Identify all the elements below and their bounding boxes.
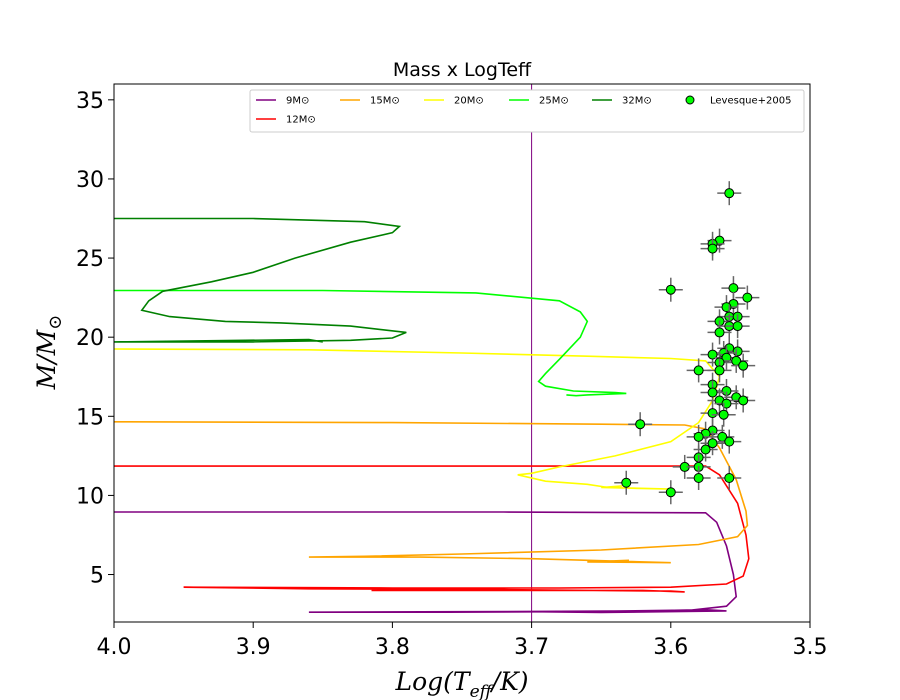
legend-item: 12M⊙ xyxy=(256,115,316,126)
y-tick-label: 10 xyxy=(76,484,104,509)
scatter-point xyxy=(717,181,742,206)
legend-label: 15M⊙ xyxy=(370,96,400,107)
series-layer xyxy=(114,84,750,622)
legend-marker xyxy=(685,95,695,105)
plot-frame xyxy=(113,83,811,623)
y-axis-label: M/M⊙ xyxy=(32,315,66,391)
y-tick-label: 35 xyxy=(76,89,104,114)
legend: 9M⊙ 12M⊙ 15M⊙ 20M⊙ 25M⊙ 32M⊙ Levesque+2005 xyxy=(249,89,805,133)
legend-item: 15M⊙ xyxy=(340,96,400,107)
scatter-point xyxy=(725,314,750,339)
scatter-point xyxy=(731,388,756,413)
x-tick-label: 3.9 xyxy=(236,635,271,660)
x-tick-label: 4.0 xyxy=(97,635,132,660)
series-line-20m xyxy=(114,348,721,490)
scatter-point xyxy=(710,424,735,449)
legend-box xyxy=(249,89,805,133)
series-line-25m xyxy=(114,289,627,397)
scatter-point xyxy=(707,320,732,345)
legend-item: 32M⊙ xyxy=(592,96,652,107)
y-tick-label: 5 xyxy=(90,564,104,589)
x-tick-label: 3.5 xyxy=(793,635,828,660)
scatter-point xyxy=(717,429,742,454)
scatter-point xyxy=(735,285,760,310)
chart-title: Mass x LogTeff xyxy=(393,59,532,81)
y-tick-label: 25 xyxy=(76,247,104,272)
legend-item: 20M⊙ xyxy=(424,96,484,107)
scatter-point xyxy=(628,412,653,437)
scatter-point xyxy=(707,358,732,383)
scatter-layer xyxy=(614,181,760,505)
legend-label: Levesque+2005 xyxy=(710,96,792,107)
series-line-32m xyxy=(114,217,407,343)
x-tick-label: 3.6 xyxy=(653,635,688,660)
legend-item: Levesque+2005 xyxy=(685,95,792,107)
legend-label: 12M⊙ xyxy=(286,115,316,126)
ticks-layer: 4.0 3.9 3.8 3.7 3.6 3.5 5 10 15 20 25 30 35 xyxy=(76,89,828,660)
y-tick-label: 30 xyxy=(76,168,104,193)
scatter-point xyxy=(658,480,683,505)
x-tick-label: 3.7 xyxy=(514,635,549,660)
scatter-point xyxy=(700,236,725,261)
scatter-point xyxy=(731,353,756,378)
series-line-15m xyxy=(114,421,749,564)
scatter-point xyxy=(700,431,725,456)
scatter-point xyxy=(686,424,711,449)
legend-label: 32M⊙ xyxy=(622,96,652,107)
legend-label: 25M⊙ xyxy=(539,96,569,107)
series-line-9m xyxy=(114,511,738,614)
y-tick-label: 15 xyxy=(76,405,104,430)
scatter-point xyxy=(686,358,711,383)
legend-item: 9M⊙ xyxy=(256,96,309,107)
legend-label: 20M⊙ xyxy=(454,96,484,107)
scatter-point xyxy=(711,402,736,427)
scatter-point xyxy=(686,466,711,491)
x-axis-label: Log(Teff/K) xyxy=(394,667,528,700)
x-tick-label: 3.8 xyxy=(375,635,410,660)
legend-item: 25M⊙ xyxy=(509,96,569,107)
y-tick-label: 20 xyxy=(76,326,104,351)
scatter-point xyxy=(658,277,683,302)
series-line-12m xyxy=(114,465,750,593)
scatter-point xyxy=(717,466,742,491)
legend-label: 9M⊙ xyxy=(286,96,309,107)
scatter-point xyxy=(614,470,639,495)
